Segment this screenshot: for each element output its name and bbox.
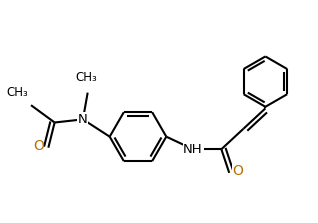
Text: CH₃: CH₃	[6, 86, 28, 99]
Text: N: N	[78, 113, 88, 126]
Text: O: O	[232, 164, 244, 178]
Text: O: O	[33, 139, 44, 153]
Text: CH₃: CH₃	[75, 71, 97, 84]
Text: NH: NH	[183, 143, 203, 156]
